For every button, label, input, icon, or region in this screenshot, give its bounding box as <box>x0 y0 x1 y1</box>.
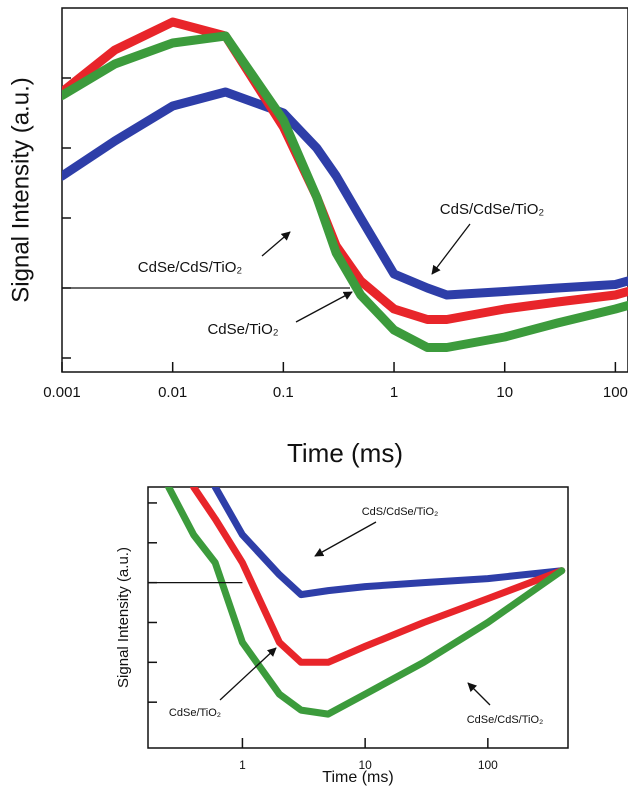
x-tick-label: 0.1 <box>273 384 294 401</box>
x-tick-label: 100 <box>478 758 498 772</box>
x-tick-label: 10 <box>358 758 372 772</box>
annotation-arrow <box>219 647 277 701</box>
annotation-arrow <box>295 291 353 323</box>
series-line <box>165 487 566 718</box>
annotation-arrow <box>314 521 377 557</box>
series-line <box>62 87 628 300</box>
y-axis-label: Signal Intensity (a.u.) <box>115 547 132 688</box>
series-annotation: CdSe/TiO₂ <box>169 707 221 719</box>
annotation-arrow <box>431 223 471 275</box>
plot-frame <box>147 486 569 749</box>
x-tick-label: 1 <box>390 384 398 401</box>
annotation-arrow <box>261 231 291 257</box>
series-annotation: CdSe/CdS/TiO₂ <box>467 714 544 726</box>
series-annotation: CdS/CdSe/TiO₂ <box>440 201 545 218</box>
x-axis-label: Time (ms) <box>287 438 403 468</box>
series-line <box>190 487 566 666</box>
annotation-arrow <box>467 682 491 706</box>
x-tick-label: 0.01 <box>158 384 187 401</box>
x-tick-label: 10 <box>496 384 513 401</box>
x-tick-label: 0.001 <box>43 384 81 401</box>
series-annotation: CdSe/TiO₂ <box>207 321 278 338</box>
y-axis-label: Signal Intensity (a.u.) <box>7 77 34 302</box>
series-annotation: CdSe/CdS/TiO₂ <box>138 259 243 276</box>
x-tick-label: 1 <box>239 758 246 772</box>
series-annotation: CdS/CdSe/TiO₂ <box>362 506 439 518</box>
plot-frame <box>61 7 628 373</box>
series-line <box>211 487 566 599</box>
series-line <box>62 31 628 352</box>
x-tick-label: 100 <box>603 384 628 401</box>
x-axis-label: Time (ms) <box>322 769 393 786</box>
series-line <box>62 17 628 324</box>
